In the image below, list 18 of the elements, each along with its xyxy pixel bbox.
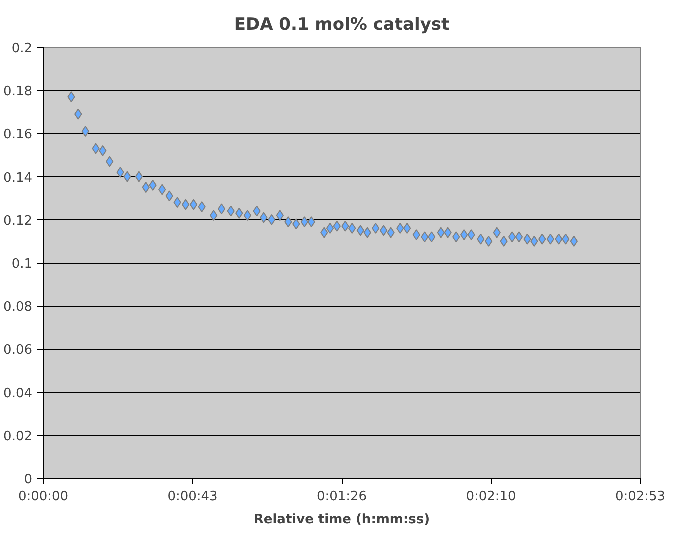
x-tick-label: 0:02:53	[615, 490, 666, 504]
y-tick-label: 0.04	[4, 386, 33, 402]
y-tick-label: 0.18	[4, 84, 33, 100]
x-tick-label: 0:01:26	[316, 490, 368, 504]
y-tick-label: 0	[24, 472, 33, 488]
y-tick-label: 0.14	[4, 170, 33, 186]
y-tick-label: 0.1	[12, 257, 33, 272]
y-tick-label: 0.08	[4, 300, 33, 316]
y-tick-label: 0.2	[12, 42, 33, 56]
x-tick-label: 0:00:43	[168, 490, 218, 504]
y-tick-label: 0.16	[4, 128, 33, 143]
y-tick-label: 0.06	[4, 343, 33, 358]
chart-title: EDA 0.1 mol% catalyst	[234, 15, 450, 35]
x-axis-title: Relative time (h:mm:ss)	[254, 512, 430, 528]
x-tick-label: 0:00:00	[18, 490, 69, 504]
y-tick-label: 0.02	[4, 429, 33, 444]
y-tick-label: 0.12	[4, 214, 33, 229]
x-tick-label: 0:02:10	[466, 490, 516, 504]
